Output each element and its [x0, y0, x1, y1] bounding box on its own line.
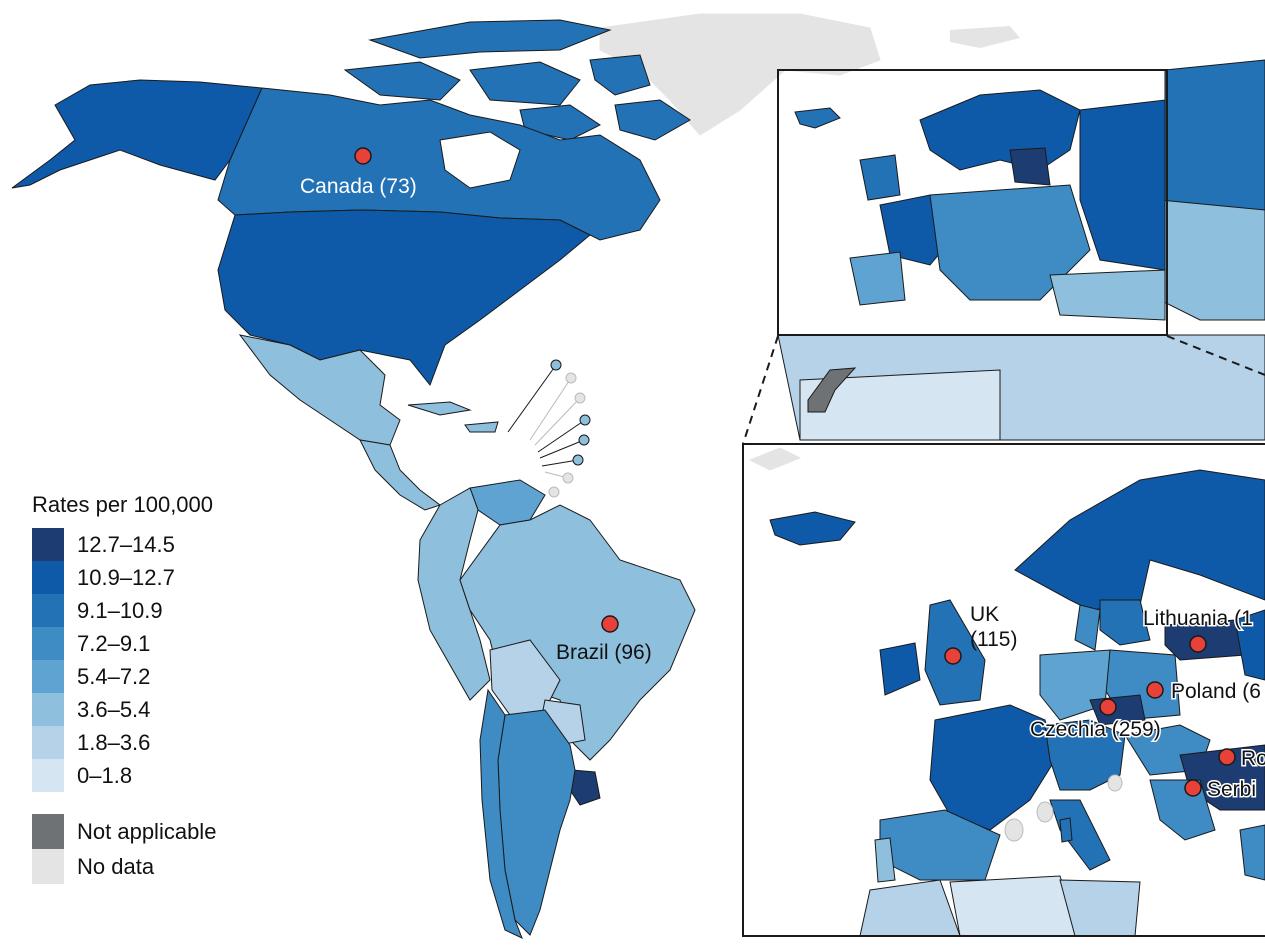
- marker-czechia: [1099, 698, 1117, 716]
- legend-item: 12.7–14.5: [32, 528, 216, 561]
- marker-poland: [1146, 681, 1164, 699]
- label-lithuania: Lithuania (1: [1143, 607, 1253, 630]
- legend-swatch: [32, 594, 64, 627]
- legend-label: 0–1.8: [77, 762, 133, 788]
- label-canada: Canada (73): [300, 175, 417, 198]
- europe-inset: [748, 447, 1265, 937]
- label-serbia: Serbi: [1207, 778, 1256, 801]
- marker-serbia: [1184, 779, 1202, 797]
- mexico: [238, 334, 401, 446]
- legend-item: 7.2–9.1: [32, 627, 216, 660]
- marker-romania: [1218, 748, 1236, 766]
- legend-item: 0–1.8: [32, 759, 216, 792]
- label-czechia: Czechia (259): [1030, 718, 1161, 741]
- central-america: [359, 439, 442, 511]
- legend-title: Rates per 100,000: [32, 492, 214, 517]
- marker-uk: [944, 647, 962, 665]
- legend-item: 3.6–5.4: [32, 693, 216, 726]
- label-poland: Poland (6: [1171, 680, 1261, 703]
- legend-item-not-applicable: Not applicable: [32, 814, 216, 849]
- marker-canada: [354, 147, 372, 165]
- legend-item: 9.1–10.9: [32, 594, 216, 627]
- legend-item: 5.4–7.2: [32, 660, 216, 693]
- legend-item: 10.9–12.7: [32, 561, 216, 594]
- europe-overview-frame: [777, 69, 1168, 336]
- europe-inset-frame: [742, 443, 1265, 937]
- legend-swatch: [32, 561, 64, 594]
- legend-swatch: [32, 660, 64, 693]
- legend-label: 3.6–5.4: [77, 696, 151, 722]
- label-uk-name: UK: [970, 603, 999, 626]
- island-callouts: [507, 359, 591, 498]
- legend-item: 1.8–3.6: [32, 726, 216, 759]
- caribbean: [407, 401, 499, 433]
- europe-overview: [777, 59, 1265, 441]
- legend-label: No data: [77, 853, 155, 879]
- zoom-connector-right: [1166, 335, 1265, 376]
- legend-label: 9.1–10.9: [77, 597, 163, 623]
- legend: Rates per 100,000 12.7–14.5 10.9–12.7 9.…: [32, 492, 216, 884]
- legend-item-no-data: No data: [32, 849, 216, 884]
- legend-label: 10.9–12.7: [77, 564, 175, 590]
- label-romania: Ro: [1241, 747, 1265, 770]
- legend-swatch: [32, 528, 64, 561]
- legend-label: 5.4–7.2: [77, 663, 151, 689]
- marker-lithuania: [1189, 635, 1207, 653]
- legend-swatch: [32, 814, 64, 849]
- legend-swatch: [32, 849, 64, 884]
- label-uk-count: (115): [970, 628, 1017, 651]
- iceland-area-nodata: [950, 26, 1020, 48]
- inset-island-nodata-1: [1004, 818, 1024, 842]
- legend-label: 12.7–14.5: [77, 531, 175, 557]
- legend-label: Not applicable: [77, 818, 217, 844]
- hudson-bay: [439, 131, 521, 189]
- legend-swatch: [32, 759, 64, 792]
- legend-bins: 12.7–14.5 10.9–12.7 9.1–10.9 7.2–9.1 5.4…: [32, 528, 216, 792]
- markers: Canada (73) Brazil (96) UK (115) Lithuan…: [300, 147, 1265, 803]
- legend-label: 1.8–3.6: [77, 729, 151, 755]
- alaska: [11, 79, 263, 189]
- inset-island-nodata-2: [1036, 801, 1054, 823]
- legend-label: 7.2–9.1: [77, 630, 151, 656]
- legend-swatch: [32, 693, 64, 726]
- colombia-ecuador-peru: [417, 487, 491, 701]
- label-brazil: Brazil (96): [556, 641, 652, 664]
- arctic-islands: [343, 19, 691, 141]
- brazil: [459, 504, 696, 761]
- legend-swatch: [32, 627, 64, 660]
- chile: [479, 688, 523, 939]
- united-states: [217, 209, 591, 386]
- zoom-connector-left: [742, 335, 779, 445]
- legend-swatch: [32, 726, 64, 759]
- inset-island-nodata-3: [1107, 774, 1123, 792]
- marker-brazil: [601, 615, 619, 633]
